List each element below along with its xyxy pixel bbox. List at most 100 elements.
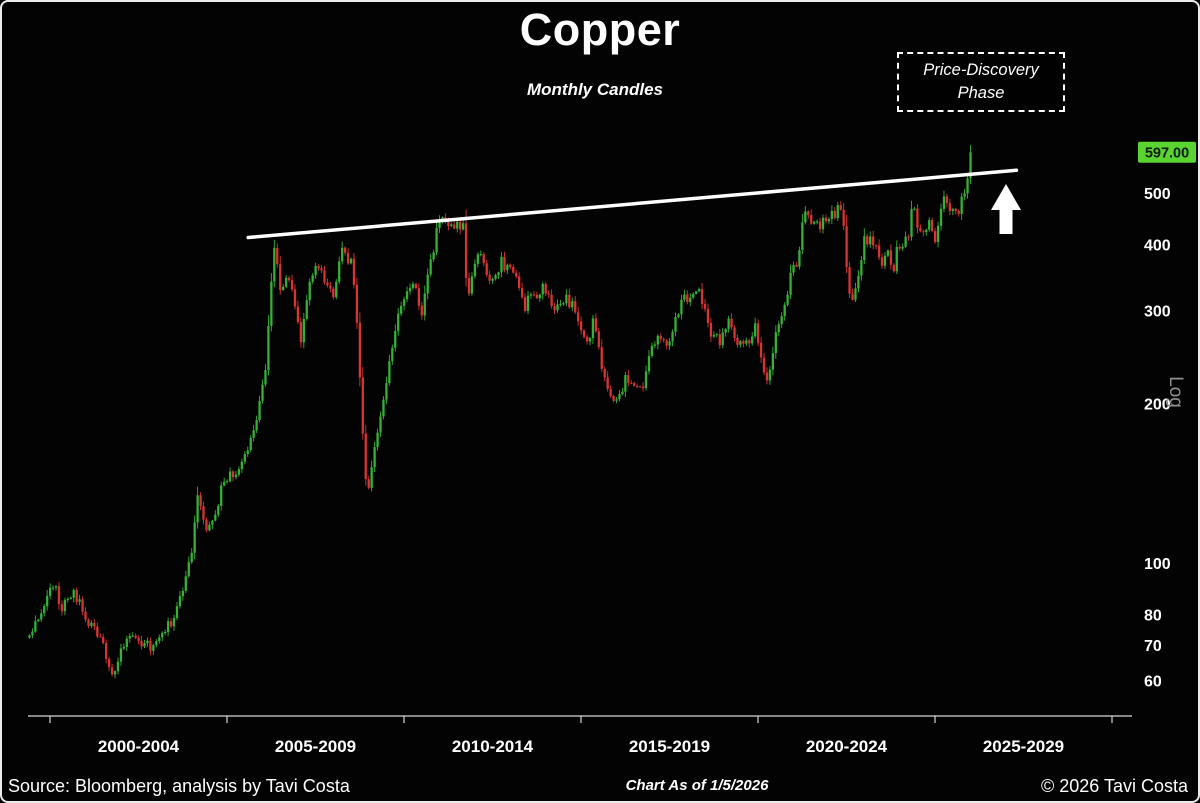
candle [411, 283, 415, 289]
candle [181, 590, 185, 597]
candle [503, 256, 506, 271]
candle [889, 250, 893, 265]
candle [523, 297, 527, 311]
candle [190, 552, 193, 563]
candle [400, 305, 403, 314]
candle [367, 479, 370, 488]
candle [178, 596, 182, 607]
y-axis: 500 400 300 200 100 80 70 60 Log [1144, 186, 1186, 690]
candle [432, 252, 435, 260]
candle [851, 293, 854, 300]
candle [379, 416, 382, 433]
candle [928, 220, 931, 230]
candle [87, 619, 90, 626]
candle [423, 293, 426, 316]
candle [155, 641, 158, 646]
candle [302, 318, 305, 343]
candle [954, 208, 957, 211]
candle [621, 391, 624, 395]
candle [774, 332, 777, 354]
candle [90, 622, 93, 626]
candle [556, 304, 559, 311]
candle [341, 247, 344, 262]
candle [518, 276, 521, 288]
candle [284, 277, 288, 287]
candle [594, 318, 598, 332]
candle [668, 341, 671, 346]
candle [234, 474, 238, 478]
candle [75, 589, 78, 602]
candle [405, 291, 409, 300]
candle [417, 288, 421, 306]
candle [261, 384, 264, 401]
candle [43, 606, 46, 614]
candle [391, 347, 394, 362]
candle [385, 383, 388, 400]
candle [609, 389, 612, 396]
candle [199, 495, 202, 507]
candle [161, 632, 164, 638]
candle [907, 236, 910, 238]
candle [966, 178, 969, 194]
candle [158, 637, 161, 642]
candle [933, 231, 937, 242]
candle [320, 268, 323, 271]
candle [441, 217, 444, 220]
candle [500, 256, 503, 273]
candle [461, 223, 465, 230]
chart-subtitle: Monthly Candles [526, 80, 663, 99]
candle [771, 353, 775, 370]
candle [358, 322, 362, 378]
candle [721, 332, 724, 346]
candle [618, 394, 621, 400]
candle [931, 220, 934, 232]
candle [789, 272, 792, 295]
last-price-tag: 597.00 [1138, 141, 1196, 163]
candle [382, 399, 385, 417]
candle [815, 221, 819, 223]
candle [541, 283, 544, 295]
candle [916, 208, 919, 228]
candle [765, 372, 769, 381]
candle [205, 519, 208, 531]
candle [665, 340, 668, 346]
candles [28, 145, 972, 679]
candle [807, 211, 810, 216]
candle [137, 637, 140, 641]
candle [568, 294, 571, 308]
candle [467, 277, 471, 294]
candle [615, 399, 618, 401]
candle [470, 276, 474, 294]
candle [547, 293, 550, 295]
candle [223, 481, 226, 486]
candle [54, 586, 58, 588]
candle [140, 640, 143, 647]
x-axis-label: 2025-2029 [983, 737, 1064, 756]
x-axis: 2000-2004 2005-2009 2010-2014 2015-2019 2020… [28, 715, 1132, 756]
candle [821, 217, 825, 230]
candle [338, 261, 341, 282]
candle [848, 267, 851, 294]
candle [146, 640, 149, 644]
x-axis-label: 2010-2014 [452, 737, 534, 756]
candle [904, 236, 907, 247]
candle [287, 277, 291, 281]
candle [193, 522, 196, 553]
candle [31, 631, 34, 636]
candle [72, 589, 75, 598]
candle [671, 331, 674, 342]
candle [464, 223, 468, 278]
candle [818, 221, 822, 230]
candle [600, 347, 603, 369]
candle [633, 383, 636, 386]
candle [506, 264, 509, 271]
candle [874, 245, 878, 247]
candle [636, 385, 639, 387]
candle [712, 334, 716, 337]
y-axis-tick-label: 80 [1144, 607, 1162, 624]
candle [364, 433, 367, 480]
candle [842, 209, 845, 227]
candle [925, 229, 928, 233]
candle [662, 339, 665, 341]
candle [689, 297, 692, 302]
